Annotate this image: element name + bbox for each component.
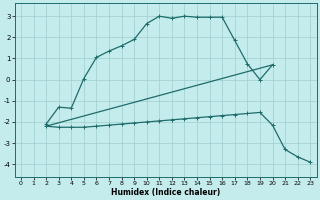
X-axis label: Humidex (Indice chaleur): Humidex (Indice chaleur) bbox=[111, 188, 220, 197]
